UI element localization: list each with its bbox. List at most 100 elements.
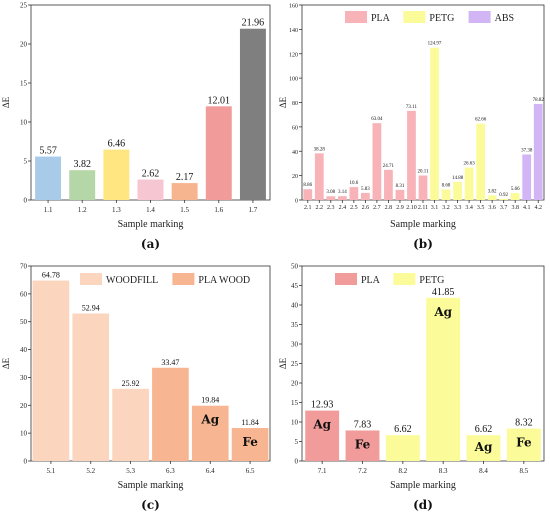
x-tick-label: 8.3 xyxy=(439,467,448,475)
y-axis-label: ΔE xyxy=(1,357,11,369)
x-tick-label: 4.2 xyxy=(534,205,542,211)
y-tick-label: 35 xyxy=(291,321,299,329)
x-tick-label: 8.5 xyxy=(519,467,528,475)
bar-2.6 xyxy=(361,192,370,200)
y-tick-label: 10 xyxy=(20,119,28,127)
y-tick-label: 10 xyxy=(20,430,28,438)
bar-3.6 xyxy=(487,195,497,200)
y-tick-label: 15 xyxy=(20,80,28,88)
x-tick-label: 2.6 xyxy=(362,205,370,211)
data-label-8.3: 41.85 xyxy=(432,287,455,298)
bar-1.3 xyxy=(103,149,130,200)
plot-frame xyxy=(30,265,271,462)
y-tick-label: 0 xyxy=(24,458,28,466)
y-tick-label: 20 xyxy=(292,174,298,180)
y-tick-label: 0 xyxy=(24,197,28,205)
y-tick-label: 60 xyxy=(20,290,28,298)
data-label-4.2: 78.82 xyxy=(533,98,545,103)
bar-annotation-7.1: Ag xyxy=(312,418,331,432)
y-tick-label: 20 xyxy=(291,380,299,388)
bar-annotation-7.2: Fe xyxy=(355,437,371,451)
bar-1.2 xyxy=(69,170,96,200)
data-label-7.1: 12.93 xyxy=(311,400,334,411)
data-label-4.1: 37.38 xyxy=(521,148,533,153)
x-tick-label: 2.4 xyxy=(339,205,347,211)
bar-1.7 xyxy=(239,28,266,200)
bar-2.8 xyxy=(384,169,393,200)
data-label-6.5: 11.84 xyxy=(241,418,259,427)
data-label-1.3: 6.46 xyxy=(108,139,126,150)
x-tick-label: 5.3 xyxy=(126,467,135,475)
data-label-3.1: 124.97 xyxy=(428,42,442,47)
data-label-2.2: 38.28 xyxy=(314,147,326,152)
y-tick-label: 0 xyxy=(295,458,299,466)
x-tick-label: 2.5 xyxy=(350,205,358,211)
bar-annotation-6.4: Ag xyxy=(200,413,219,427)
bar-2.9 xyxy=(395,189,405,200)
x-tick-label: 3.6 xyxy=(488,205,496,211)
bar-2.3 xyxy=(326,196,336,200)
data-label-3.2: 8.68 xyxy=(442,183,451,188)
bar-3.2 xyxy=(441,189,451,200)
y-tick-label: 0 xyxy=(295,199,298,205)
panel-label: (d) xyxy=(413,498,433,512)
bar-2.7 xyxy=(372,123,382,200)
y-tick-label: 5 xyxy=(24,158,28,166)
x-tick-label: 3.8 xyxy=(511,205,519,211)
data-label-1.7: 21.96 xyxy=(242,18,265,29)
y-axis-label: ΔE xyxy=(1,96,11,108)
bar-7.2 xyxy=(345,430,380,461)
data-label-1.6: 12.01 xyxy=(208,95,231,106)
bar-1.6 xyxy=(205,106,232,200)
x-tick-label: 2.7 xyxy=(373,205,381,211)
bar-3.8 xyxy=(510,193,520,200)
bar-6.3 xyxy=(152,367,189,461)
bar-5.2 xyxy=(72,313,110,461)
y-axis-label: ΔE xyxy=(278,96,288,108)
bar-1.4 xyxy=(137,179,164,200)
data-label-3.3: 14.88 xyxy=(452,176,464,181)
data-label-2.3: 3.08 xyxy=(326,190,335,195)
bar-5.3 xyxy=(112,388,149,461)
x-tick-label: 3.7 xyxy=(500,205,508,211)
data-label-3.7: 0.92 xyxy=(499,193,508,198)
bar-6.5 xyxy=(231,428,269,461)
x-tick-label: 5.1 xyxy=(47,467,56,475)
chart-panel-2: 0 10 20 30 40 50 60 70 5.1 64.78 5.2 52.94 5.3 25.92 6… xyxy=(1,263,271,512)
y-tick-label: 20 xyxy=(20,41,28,49)
data-label-2.4: 3.14 xyxy=(338,190,347,195)
data-label-1.5: 2.17 xyxy=(176,172,194,183)
bar-8.2 xyxy=(385,435,420,461)
data-label-5.3: 25.92 xyxy=(122,379,140,388)
x-tick-label: 2.2 xyxy=(316,205,324,211)
data-label-3.5: 62.66 xyxy=(475,118,487,123)
chart-panel-3: 0 5 10 15 20 25 30 35 40 45 50 7.1 12.93 Ag 7.2 7.83 Fe 8… xyxy=(278,263,545,512)
y-tick-label: 5 xyxy=(295,438,299,446)
x-tick-label: 3.5 xyxy=(477,205,485,211)
x-tick-label: 1.2 xyxy=(78,206,87,214)
x-tick-label: 1.1 xyxy=(44,206,53,214)
data-label-2.6: 5.83 xyxy=(361,187,370,192)
x-tick-label: 6.4 xyxy=(206,467,215,475)
bar-2.2 xyxy=(314,153,324,200)
legend-entry: ABS xyxy=(495,13,514,24)
legend-entry: PLA WOOD xyxy=(198,275,250,286)
y-tick-label: 30 xyxy=(291,341,299,349)
x-tick-label: 3.4 xyxy=(465,205,473,211)
legend-entry: WOODFILL xyxy=(106,275,158,286)
x-tick-label: 4.1 xyxy=(523,205,531,211)
y-tick-label: 25 xyxy=(20,2,28,10)
bar-6.4 xyxy=(191,405,229,461)
x-tick-label: 2.9 xyxy=(396,205,404,211)
legend-swatch xyxy=(403,11,426,23)
legend-entry: PETG xyxy=(419,275,444,286)
data-label-5.1: 64.78 xyxy=(42,271,60,280)
x-tick-label: 2.8 xyxy=(385,205,393,211)
legend-entry: PLA xyxy=(371,13,391,24)
x-axis-label: Sample marking xyxy=(118,219,184,230)
y-tick-label: 50 xyxy=(20,318,28,326)
legend-swatch xyxy=(80,273,102,285)
y-tick-label: 160 xyxy=(289,4,298,10)
data-label-2.1: 8.86 xyxy=(303,183,312,188)
legend-entry: PETG xyxy=(429,13,454,24)
